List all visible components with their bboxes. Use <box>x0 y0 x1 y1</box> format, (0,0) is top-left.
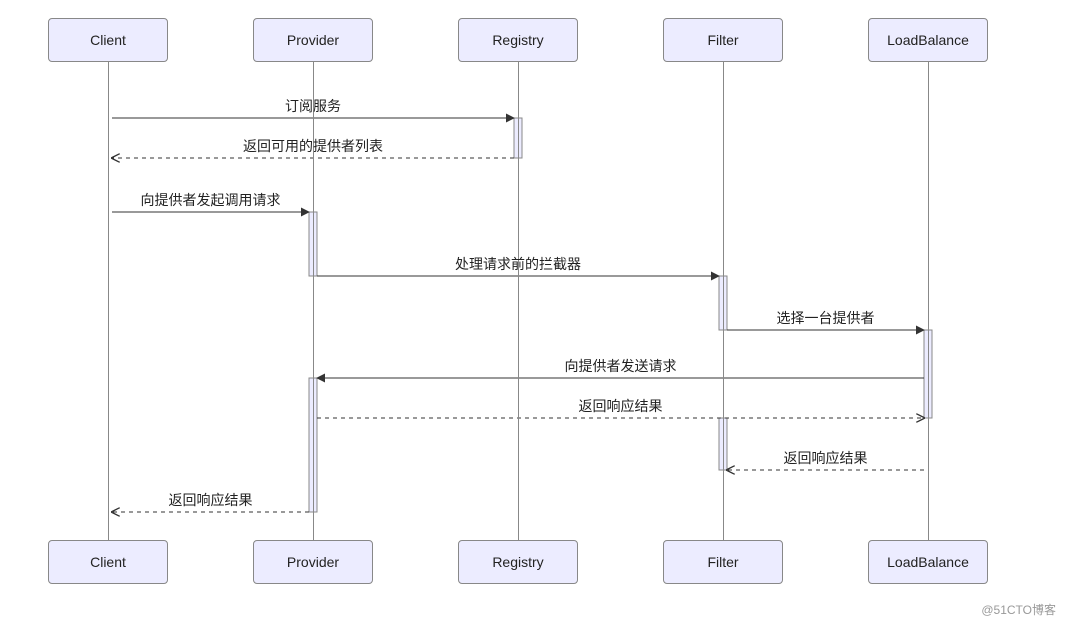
participant-label: Client <box>90 554 126 570</box>
participant-label: LoadBalance <box>887 554 969 570</box>
participant-registry-top: Registry <box>458 18 578 62</box>
message-label-4: 选择一台提供者 <box>706 308 946 328</box>
message-label-6: 返回响应结果 <box>501 396 741 416</box>
lifeline-client <box>108 62 109 540</box>
message-label-3: 处理请求前的拦截器 <box>398 254 638 274</box>
participant-loadbalance-top: LoadBalance <box>868 18 988 62</box>
participant-loadbalance-bottom: LoadBalance <box>868 540 988 584</box>
participant-filter-top: Filter <box>663 18 783 62</box>
watermark: @51CTO博客 <box>981 601 1056 618</box>
sequence-diagram: @51CTO博客 订阅服务返回可用的提供者列表向提供者发起调用请求处理请求前的拦… <box>0 0 1068 624</box>
participant-label: Filter <box>707 554 738 570</box>
lifeline-loadbalance <box>928 62 929 540</box>
message-label-7: 返回响应结果 <box>706 448 946 468</box>
participant-label: Provider <box>287 32 339 48</box>
participant-client-bottom: Client <box>48 540 168 584</box>
participant-label: Provider <box>287 554 339 570</box>
lifeline-filter <box>723 62 724 540</box>
message-label-1: 返回可用的提供者列表 <box>193 136 433 156</box>
participant-label: Filter <box>707 32 738 48</box>
participant-client-top: Client <box>48 18 168 62</box>
participant-provider-top: Provider <box>253 18 373 62</box>
message-label-8: 返回响应结果 <box>91 490 331 510</box>
participant-filter-bottom: Filter <box>663 540 783 584</box>
lifeline-provider <box>313 62 314 540</box>
lifeline-registry <box>518 62 519 540</box>
message-label-5: 向提供者发送请求 <box>501 356 741 376</box>
participant-label: Registry <box>492 32 543 48</box>
participant-label: Registry <box>492 554 543 570</box>
participant-provider-bottom: Provider <box>253 540 373 584</box>
participant-registry-bottom: Registry <box>458 540 578 584</box>
message-label-0: 订阅服务 <box>193 96 433 116</box>
participant-label: LoadBalance <box>887 32 969 48</box>
message-label-2: 向提供者发起调用请求 <box>91 190 331 210</box>
participant-label: Client <box>90 32 126 48</box>
